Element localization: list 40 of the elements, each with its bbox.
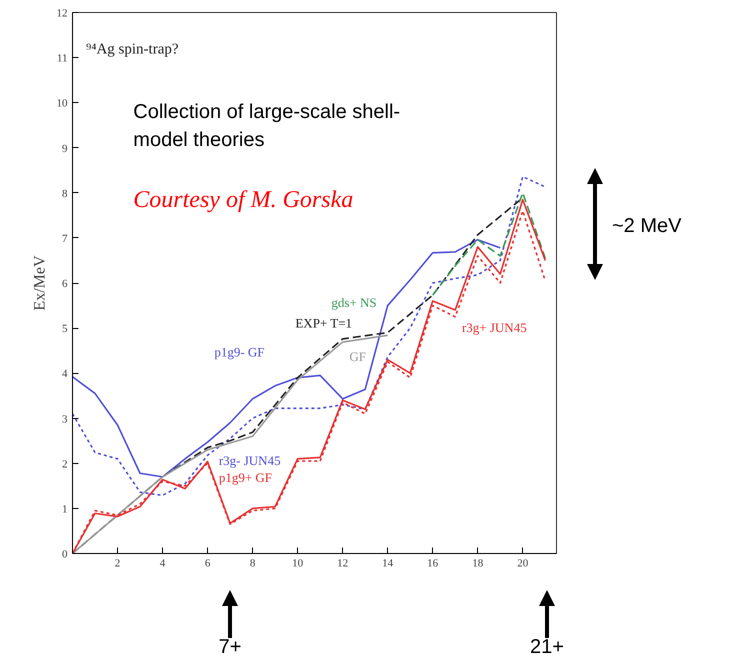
text: ~2 MeV [612, 214, 682, 239]
y-tick-label: 6 [62, 278, 68, 290]
x-tick-label: 8 [250, 558, 256, 570]
y-tick-label: 0 [62, 548, 68, 560]
x-tick-label: 12 [337, 558, 348, 570]
series-label: GF [349, 349, 366, 364]
y-tick-label: 10 [56, 98, 68, 110]
x-tick-label: 16 [427, 558, 439, 570]
x-tick-label: 14 [382, 558, 394, 570]
series-label: p1g9+ GF [218, 470, 272, 485]
y-tick-label: 4 [62, 368, 68, 380]
y-tick-label: 1 [62, 503, 68, 516]
line-series [72, 176, 546, 496]
x-tick-label: 6 [204, 558, 211, 570]
line-series [72, 334, 388, 554]
text: 7+ [218, 636, 242, 658]
y-tick-label: 9 [62, 142, 68, 155]
text: Collection of large-scale shell-model theories [133, 100, 400, 151]
x-tick-label: 2 [114, 558, 120, 570]
annotation: Courtesy of M. Gorska [133, 187, 354, 214]
series-label: r3g- JUN45 [218, 452, 281, 468]
text: 21+ [529, 636, 565, 658]
text: gds+ NS [331, 295, 377, 310]
y-axis-title: Ex/MeV [32, 255, 48, 311]
y-tick-label: 7 [62, 232, 68, 245]
y-tick-label: 8 [62, 188, 68, 200]
y-tick-label: 12 [56, 8, 68, 20]
series-label: EXP+ T=1 [295, 315, 352, 330]
text: p1g9- GF [214, 344, 265, 360]
series-label: r3g+ JUN45 [462, 320, 527, 335]
text: ⁹⁴Ag spin-trap? [86, 42, 179, 58]
x-tick-label: 20 [517, 558, 529, 570]
y-tick-label: 2 [62, 458, 68, 470]
y-tick-label: 5 [62, 323, 68, 336]
x-tick-label: 18 [472, 558, 484, 570]
x-tick-label: 10 [292, 558, 304, 570]
line-series [432, 192, 546, 296]
y-tick-label: 11 [56, 52, 68, 65]
x-tick-label: 4 [160, 558, 166, 570]
y-tick-label: 3 [62, 413, 68, 426]
